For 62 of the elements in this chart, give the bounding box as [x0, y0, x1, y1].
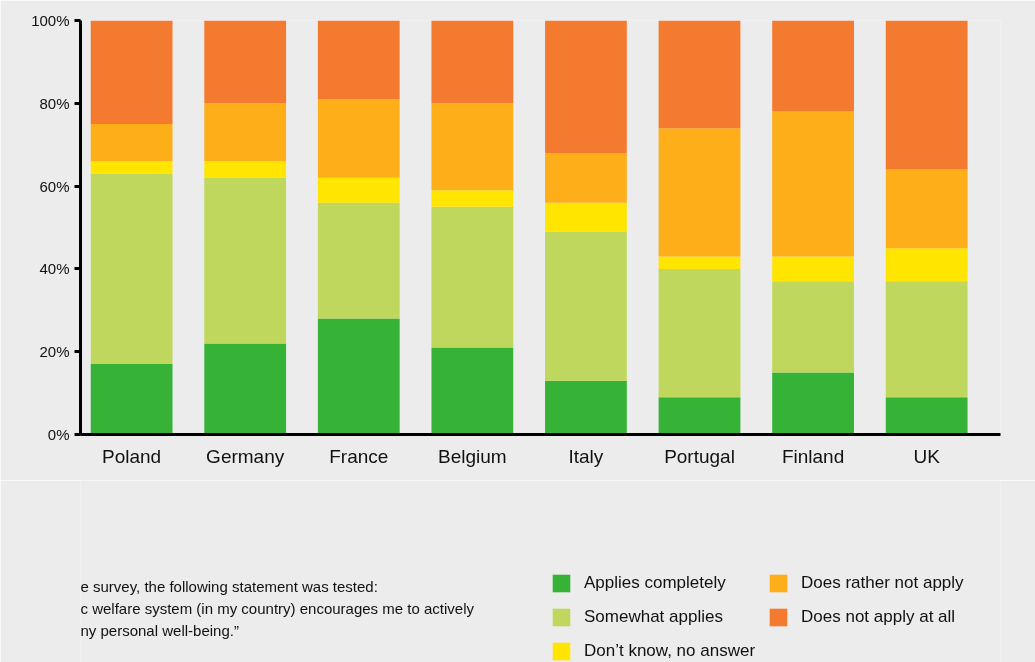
bar [772, 256, 854, 282]
y-tick-label: 20% [39, 343, 70, 361]
bar [545, 20, 627, 153]
bar [772, 20, 854, 112]
legend-label: Don’t know, no answer [584, 641, 756, 661]
bar [204, 343, 287, 435]
x-tick-label: Poland [102, 445, 162, 467]
bar [545, 231, 627, 381]
bar [772, 372, 854, 435]
bar [317, 99, 400, 178]
y-tick-label: 100% [31, 12, 70, 29]
bar [885, 281, 968, 398]
bar [772, 281, 854, 373]
bar [431, 20, 514, 104]
bar [658, 397, 741, 435]
x-tick-label: UK [913, 445, 941, 467]
x-tick-label: Finland [781, 445, 845, 467]
legend-label: Does rather not apply [801, 573, 964, 593]
bar [658, 256, 741, 269]
x-tick-label: France [329, 445, 389, 467]
bar [658, 128, 741, 257]
x-tick-label: Portugal [664, 445, 735, 467]
text: c welfare system (in my country) encourages me to actively [80, 600, 475, 617]
bar [772, 111, 854, 257]
bar [204, 161, 287, 178]
bar [658, 20, 741, 129]
bar [431, 190, 514, 207]
legend-label: Somewhat applies [584, 607, 723, 627]
legend-label: Applies completely [584, 573, 726, 593]
x-tick-label: Italy [568, 445, 604, 467]
y-tick-label: 40% [39, 260, 70, 278]
bar [317, 20, 400, 100]
x-tick-label: Germany [206, 445, 285, 467]
bar [885, 20, 968, 170]
bar [317, 177, 400, 203]
bar [90, 20, 173, 124]
bar [545, 202, 627, 232]
bar [545, 380, 627, 435]
bar [885, 248, 968, 282]
bar [90, 364, 173, 435]
bar [658, 268, 741, 398]
bar [545, 152, 627, 203]
y-tick-label: 80% [39, 94, 70, 112]
text: ny personal well-being.” [80, 622, 239, 639]
text: e survey, the following statement was tested: [80, 578, 378, 595]
bar [317, 202, 400, 319]
bar [431, 347, 514, 435]
y-tick-label: 0% [47, 426, 70, 443]
x-tick-label: Belgium [438, 445, 507, 467]
legend-label: Does not apply at all [801, 607, 956, 627]
bar [204, 103, 287, 162]
bar [885, 397, 968, 435]
bar [431, 103, 514, 191]
bar [204, 20, 287, 104]
bar [90, 161, 173, 174]
bar [885, 169, 968, 249]
bar [317, 318, 400, 435]
bar [90, 124, 173, 162]
y-tick-label: 60% [39, 177, 70, 195]
bar [90, 173, 173, 365]
bar [431, 206, 514, 348]
bar [204, 177, 287, 344]
